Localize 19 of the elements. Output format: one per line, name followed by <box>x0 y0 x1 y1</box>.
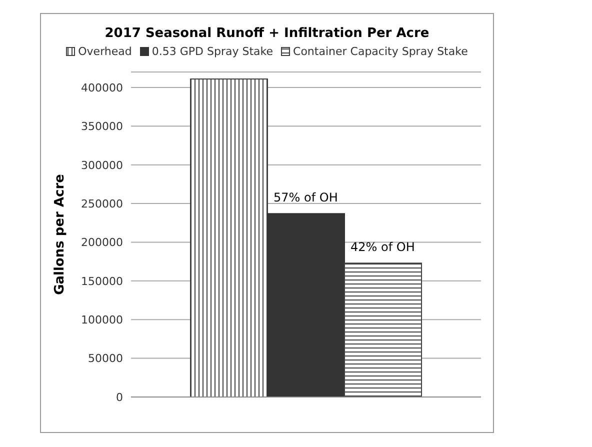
bar <box>344 262 422 397</box>
y-tick-label: 50000 <box>88 352 123 366</box>
y-tick-label: 250000 <box>81 197 123 210</box>
bar <box>190 78 268 397</box>
y-tick-label: 350000 <box>81 120 123 134</box>
y-tick-label: 200000 <box>81 236 123 250</box>
y-axis-title: Gallons per Acre <box>52 174 68 295</box>
y-tick-label: 0 <box>116 390 123 404</box>
legend-label: Container Capacity Spray Stake <box>292 45 468 58</box>
bar <box>267 213 345 397</box>
y-tick-label: 100000 <box>81 314 123 327</box>
legend-label: 0.53 GPD Spray Stake <box>150 45 274 58</box>
y-tick-label: 150000 <box>81 274 123 288</box>
annotation: 42% of OH <box>350 240 415 254</box>
annotation: 57% of OH <box>274 190 338 205</box>
chart-title: 2017 Seasonal Runoff + Infiltration Per Acre <box>104 26 430 41</box>
legend-label: Overhead <box>77 45 132 58</box>
y-tick-label: 300000 <box>81 158 123 172</box>
y-tick-label: 400000 <box>81 81 123 94</box>
